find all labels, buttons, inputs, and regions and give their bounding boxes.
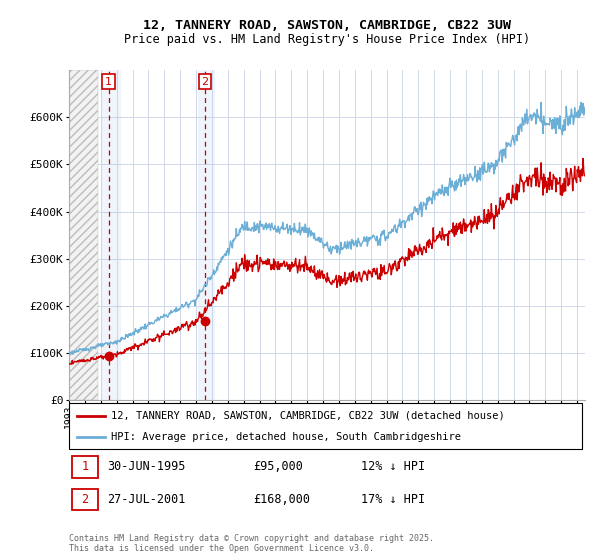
Text: £168,000: £168,000 (254, 493, 311, 506)
Text: 12, TANNERY ROAD, SAWSTON, CAMBRIDGE, CB22 3UW (detached house): 12, TANNERY ROAD, SAWSTON, CAMBRIDGE, CB… (111, 410, 505, 421)
Text: Price paid vs. HM Land Registry's House Price Index (HPI): Price paid vs. HM Land Registry's House … (124, 32, 530, 46)
Bar (197, 70, 215, 400)
Text: 17% ↓ HPI: 17% ↓ HPI (361, 493, 425, 506)
Bar (101, 70, 121, 400)
Text: 12% ↓ HPI: 12% ↓ HPI (361, 460, 425, 473)
Text: 2: 2 (82, 493, 88, 506)
Text: Contains HM Land Registry data © Crown copyright and database right 2025.
This d: Contains HM Land Registry data © Crown c… (69, 534, 434, 553)
Text: £95,000: £95,000 (254, 460, 304, 473)
Bar (69, 70, 98, 400)
Text: 12, TANNERY ROAD, SAWSTON, CAMBRIDGE, CB22 3UW: 12, TANNERY ROAD, SAWSTON, CAMBRIDGE, CB… (143, 18, 511, 32)
Text: 1: 1 (82, 460, 88, 473)
Text: 1: 1 (105, 77, 112, 87)
Text: HPI: Average price, detached house, South Cambridgeshire: HPI: Average price, detached house, Sout… (111, 432, 461, 442)
Text: 2: 2 (202, 77, 208, 87)
Text: 30-JUN-1995: 30-JUN-1995 (107, 460, 186, 473)
FancyBboxPatch shape (69, 403, 582, 449)
FancyBboxPatch shape (71, 489, 98, 511)
Text: 27-JUL-2001: 27-JUL-2001 (107, 493, 186, 506)
FancyBboxPatch shape (71, 456, 98, 478)
